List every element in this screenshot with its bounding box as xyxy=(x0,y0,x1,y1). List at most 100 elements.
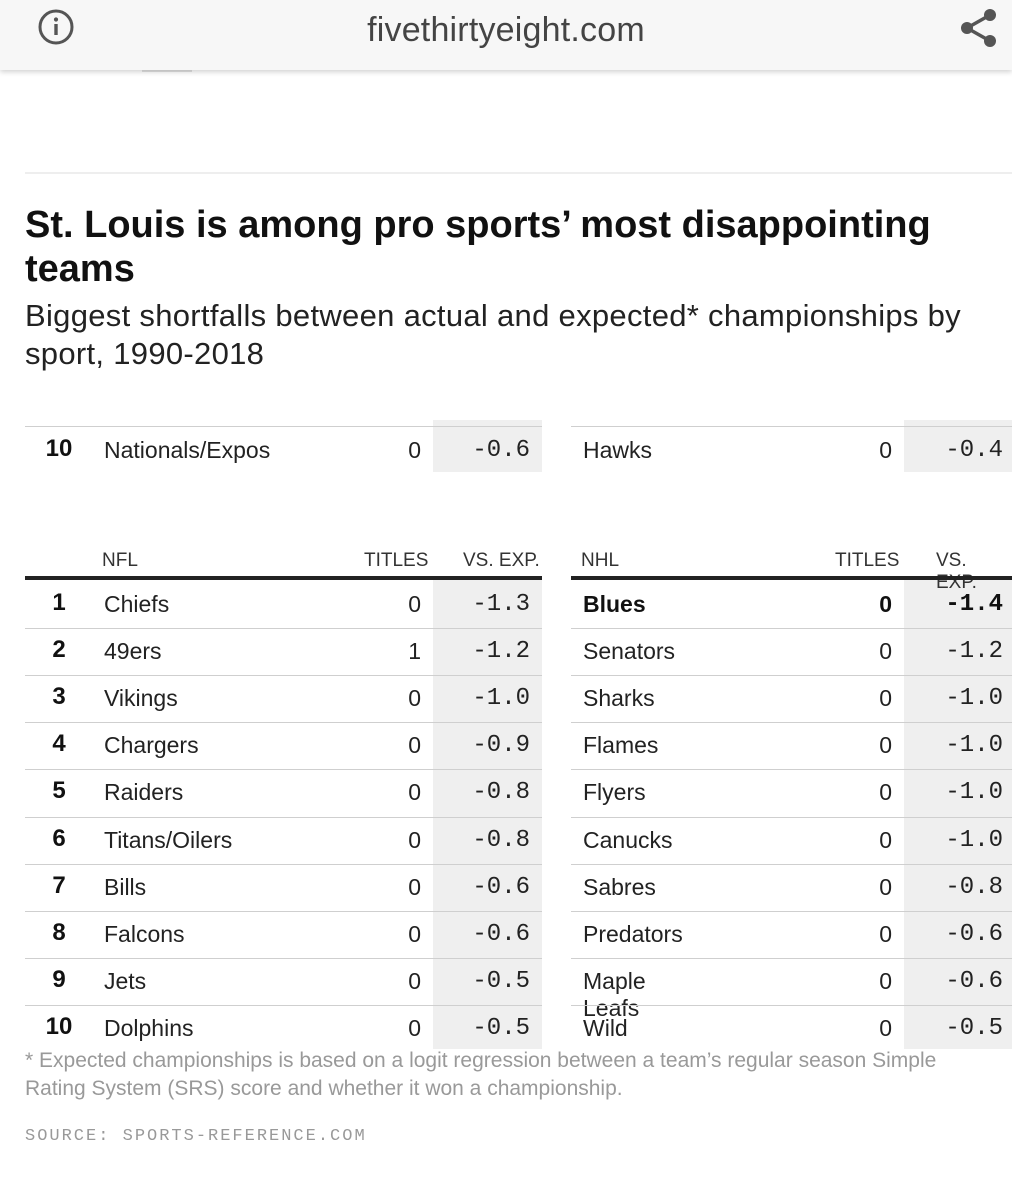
titles-value: 1 xyxy=(408,638,421,664)
team-name: Blues xyxy=(583,591,646,617)
info-icon[interactable] xyxy=(38,9,74,45)
vs-exp-value: -1.0 xyxy=(472,685,530,712)
rank: 5 xyxy=(52,777,66,804)
team-name: Jets xyxy=(104,968,147,994)
url-domain[interactable]: fivethirtyeight.com xyxy=(367,11,645,49)
team-name: Bills xyxy=(104,874,147,900)
titles-value: 0 xyxy=(408,921,421,947)
vs-exp-value: -1.0 xyxy=(945,732,1003,759)
rank: 10 xyxy=(45,435,73,462)
chart-subtitle: Biggest shortfalls between actual and ex… xyxy=(25,298,961,371)
team-name: Titans/Oilers xyxy=(104,827,233,853)
team-name: Raiders xyxy=(104,779,184,805)
team-name: Falcons xyxy=(104,921,185,947)
titles-value: 0 xyxy=(408,968,421,994)
titles-value: 0 xyxy=(408,732,421,758)
team-name: Predators xyxy=(583,921,683,947)
row-divider xyxy=(571,675,1012,676)
titles-value: 0 xyxy=(879,921,892,947)
titles-value: 0 xyxy=(879,638,892,664)
rank: 8 xyxy=(52,919,66,946)
team-name: 49ers xyxy=(104,638,162,664)
nhl-vs-exp-column-shade xyxy=(904,580,1012,1049)
vs-exp-value: -0.6 xyxy=(945,921,1003,948)
nhl-header-label: NHL xyxy=(581,550,620,571)
row-divider xyxy=(571,958,1012,959)
row-divider xyxy=(571,864,1012,865)
vs-exp-value: -0.9 xyxy=(472,732,530,759)
vs-exp-value: -0.5 xyxy=(472,968,530,995)
rank: 1 xyxy=(52,589,66,616)
vs-exp-value: -0.6 xyxy=(945,968,1003,995)
nfl-vs-exp-column-shade xyxy=(433,580,542,1049)
team-name: Canucks xyxy=(583,827,673,853)
team-name: Flames xyxy=(583,732,659,758)
row-divider xyxy=(25,722,542,723)
vs-exp-value: -0.6 xyxy=(472,874,530,901)
team-name: Hawks xyxy=(583,437,653,463)
titles-value: 0 xyxy=(408,779,421,805)
row-divider xyxy=(25,864,542,865)
vs-exp-value: -1.4 xyxy=(945,591,1003,618)
vs-exp-value: -1.2 xyxy=(945,638,1003,665)
vs-exp-value: -0.8 xyxy=(472,827,530,854)
titles-value: 0 xyxy=(408,437,421,463)
titles-value: 0 xyxy=(879,827,892,853)
nhl-titles-header: TITLES xyxy=(835,550,900,571)
row-divider xyxy=(25,911,542,912)
row-divider xyxy=(571,628,1012,629)
vs-exp-value: -1.0 xyxy=(945,685,1003,712)
team-name: Sharks xyxy=(583,685,655,711)
team-name: Sabres xyxy=(583,874,656,900)
nfl-header-rule xyxy=(25,576,542,580)
browser-toolbar: fivethirtyeight.com xyxy=(0,0,1012,70)
team-name: Nationals/Expos xyxy=(104,437,271,463)
rank: 2 xyxy=(52,636,66,663)
titles-value: 0 xyxy=(879,1015,892,1041)
row-divider xyxy=(25,958,542,959)
rank: 10 xyxy=(45,1013,73,1040)
team-name: Wild xyxy=(583,1015,628,1041)
row-divider xyxy=(571,1005,1012,1006)
rank: 6 xyxy=(52,825,66,852)
vs-exp-shade xyxy=(904,420,1012,472)
titles-value: 0 xyxy=(879,732,892,758)
vs-exp-value: -0.4 xyxy=(945,437,1003,464)
row-divider xyxy=(25,769,542,770)
divider xyxy=(25,172,1012,174)
team-name: Flyers xyxy=(583,779,646,805)
row-divider xyxy=(25,628,542,629)
rank: 9 xyxy=(52,966,66,993)
row-divider xyxy=(571,911,1012,912)
team-name: Dolphins xyxy=(104,1015,194,1041)
row-divider xyxy=(25,817,542,818)
team-name: Maple Leafs xyxy=(583,968,646,1021)
titles-value: 0 xyxy=(879,874,892,900)
titles-value: 0 xyxy=(408,591,421,617)
row-divider xyxy=(25,675,542,676)
divider xyxy=(142,70,192,72)
row-divider xyxy=(25,1005,542,1006)
vs-exp-shade xyxy=(433,420,542,472)
row-divider xyxy=(571,722,1012,723)
footnote: * Expected championships is based on a l… xyxy=(25,1049,937,1100)
team-name: Vikings xyxy=(104,685,178,711)
vs-exp-value: -0.6 xyxy=(472,921,530,948)
vs-exp-value: -0.8 xyxy=(472,779,530,806)
share-icon[interactable] xyxy=(958,7,998,49)
titles-value: 0 xyxy=(879,437,892,463)
nhl-header-rule xyxy=(571,576,1012,580)
titles-value: 0 xyxy=(408,874,421,900)
team-name: Senators xyxy=(583,638,676,664)
nfl-titles-header: TITLES xyxy=(364,550,429,571)
vs-exp-value: -0.5 xyxy=(472,1015,530,1042)
row-divider xyxy=(571,817,1012,818)
titles-value: 0 xyxy=(408,827,421,853)
nhl-vs-exp-header: VS. EXP. xyxy=(936,550,977,593)
chart-title: St. Louis is among pro sports’ most disa… xyxy=(25,204,931,290)
vs-exp-value: -0.5 xyxy=(945,1015,1003,1042)
team-name: Chiefs xyxy=(104,591,170,617)
row-divider xyxy=(571,426,1012,427)
vs-exp-value: -1.0 xyxy=(945,827,1003,854)
titles-value: 0 xyxy=(879,591,892,617)
